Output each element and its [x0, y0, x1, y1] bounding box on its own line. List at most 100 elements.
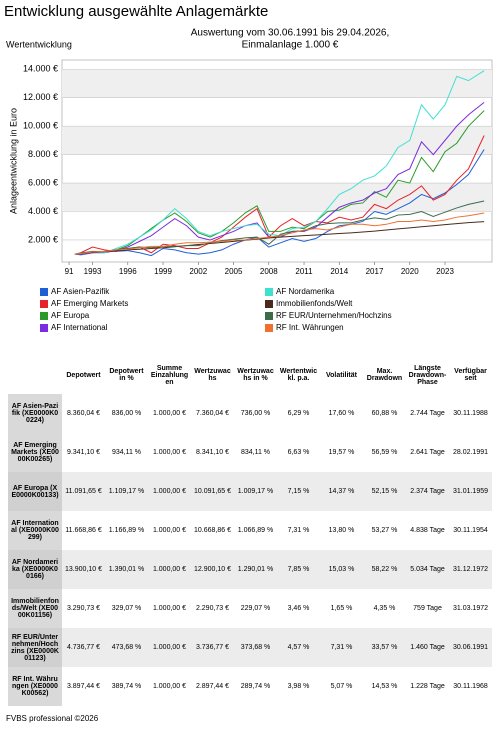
table-cell: 60,88 %	[371, 410, 398, 417]
header-cell: Depotwert in %	[109, 368, 144, 382]
chart-title: Entwicklung ausgewählte Anlagemärkte	[4, 3, 268, 20]
header-cell: Wertzuwachs in %	[237, 368, 274, 382]
table-cell: 30.11.1954	[453, 527, 488, 534]
legend-swatch	[40, 300, 48, 308]
table-cell: 8.341,10 €	[195, 449, 230, 456]
x-tick-label: 1999	[154, 267, 172, 276]
table-cell: 13,80 %	[328, 527, 355, 534]
table-cell: 3,98 %	[287, 683, 310, 690]
header-cell: Depotwert	[66, 371, 101, 379]
table-cell: 5.034 Tage	[406, 550, 449, 589]
table-cell: 1.109,17 %	[105, 472, 148, 511]
table-cell: 10.091,65 €	[191, 472, 234, 511]
table-cell: 11.668,86 €	[65, 527, 102, 534]
table-cell: 4,57 %	[277, 628, 320, 667]
table-row: RF Int. Währungen (XE0000K00562) 3.897,44…	[8, 667, 492, 706]
table-cell: 56,59 %	[371, 449, 398, 456]
grid-band	[62, 126, 492, 155]
section-label: Wertentwicklung	[6, 39, 72, 49]
table-cell: 7.360,04 €	[195, 410, 230, 417]
table-cell: 7,85 %	[277, 550, 320, 589]
table-row: AF Emerging Markets (XE0000K00265) 9.341,…	[8, 433, 492, 472]
table-cell: 9.341,10 €	[66, 449, 101, 456]
row-header: AF Europa (XE0000K00133)	[8, 472, 62, 511]
table-row: AF International (XE0000K00299) 11.668,86…	[8, 511, 492, 550]
legend-swatch	[40, 312, 48, 320]
legend-label: AF Asien-Pazifik	[51, 287, 110, 296]
table-cell: 4.736,77 €	[62, 628, 105, 667]
table-cell: 30.11.1968	[453, 683, 488, 690]
legend-swatch	[265, 300, 273, 308]
table-cell: 4,35 %	[373, 605, 396, 612]
table-cell: 1.000,00 €	[152, 527, 187, 534]
table-row: Immobilienfonds/Welt (XE0000K01156) 3.290…	[8, 589, 492, 628]
table-cell: 31.03.1972	[452, 605, 489, 612]
table-cell: 2.641 Tage	[410, 449, 445, 456]
table-cell: 473,68 %	[105, 628, 148, 667]
table-cell: 14,53 %	[371, 683, 398, 690]
table-cell: 13.900,10 €	[62, 550, 105, 589]
table: Depotwert Depotwert in % Summe Einzahlunge…	[8, 356, 492, 706]
table-cell: 1.000,00 €	[148, 550, 191, 589]
y-tick-label: 12.000 €	[23, 92, 58, 102]
header-cell: Max. Drawdown	[366, 368, 403, 382]
row-header: AF Asien-Pazifik (XE0000K00224)	[8, 394, 62, 433]
table-cell: 53,27 %	[371, 527, 398, 534]
row-header: RF EUR/Unternehmen/Hochzins (XE0000K0112…	[8, 628, 62, 667]
table-cell: 7,31 %	[320, 628, 363, 667]
table-cell: 1.166,89 %	[108, 527, 145, 534]
table-cell: 2.290,73 €	[195, 605, 230, 612]
grid-band	[62, 69, 492, 98]
y-tick-label: 10.000 €	[23, 121, 58, 131]
table-cell: 389,74 %	[111, 683, 142, 690]
y-tick-label: 2.000 €	[28, 234, 58, 244]
table-cell: 30.11.1988	[453, 410, 488, 417]
table-cell: 934,11 %	[111, 449, 142, 456]
table-cell: 30.06.1991	[449, 628, 492, 667]
x-tick-label: 2020	[401, 267, 419, 276]
legend-swatch	[40, 324, 48, 332]
table-cell: 3.736,77 €	[191, 628, 234, 667]
table-cell: 834,11 %	[240, 449, 271, 456]
footer: FVBS professional ©2026	[6, 714, 99, 723]
table-cell: 4.838 Tage	[410, 527, 445, 534]
x-tick-label: 2005	[225, 267, 243, 276]
y-axis-label: Anlageentwicklung in Euro	[8, 108, 18, 214]
table-cell: 1.228 Tage	[410, 683, 445, 690]
table-cell: 289,74 %	[240, 683, 271, 690]
table-cell: 329,07 %	[111, 605, 142, 612]
table-cell: 17,60 %	[328, 410, 355, 417]
legend-swatch	[265, 324, 273, 332]
series-line	[74, 70, 485, 255]
table-cell: 8.360,04 €	[66, 410, 101, 417]
grid-band	[62, 183, 492, 212]
x-tick-label: 2008	[260, 267, 278, 276]
x-tick-label: 1993	[84, 267, 102, 276]
header-row: Depotwert Depotwert in % Summe Einzahlunge…	[8, 356, 492, 394]
table-cell: 1.390,01 %	[105, 550, 148, 589]
legend-label: RF Int. Währungen	[276, 323, 344, 332]
table-row: AF Nordamerika (XE0000K00166) 13.900,10 €…	[8, 550, 492, 589]
table-cell: 52,15 %	[363, 472, 406, 511]
table-cell: 1.000,00 €	[148, 628, 191, 667]
table-cell: 3.290,73 €	[66, 605, 101, 612]
table-cell: 5,07 %	[330, 683, 353, 690]
x-tick-label: 91	[65, 267, 74, 276]
x-tick-label: 2014	[330, 267, 348, 276]
table-cell: 7,31 %	[287, 527, 310, 534]
table-cell: 31.12.1972	[449, 550, 492, 589]
table-cell: 6,63 %	[287, 449, 310, 456]
table-cell: 373,68 %	[234, 628, 277, 667]
legend-label: AF Emerging Markets	[51, 299, 128, 308]
x-tick-label: 2011	[295, 267, 313, 276]
table-cell: 1.000,00 €	[152, 410, 187, 417]
series-line	[74, 212, 485, 255]
table-cell: 3,46 %	[287, 605, 310, 612]
table-cell: 10.668,86 €	[194, 527, 231, 534]
chart-subtitle: Einmalanlage 1.000 €	[242, 40, 339, 51]
table-cell: 2.897,44 €	[195, 683, 230, 690]
header-cell: Verfügbar seit	[454, 368, 487, 382]
table-row: AF Europa (XE0000K00133) 11.091,65 €1.109…	[8, 472, 492, 511]
table-cell: 28.02.1991	[452, 449, 489, 456]
